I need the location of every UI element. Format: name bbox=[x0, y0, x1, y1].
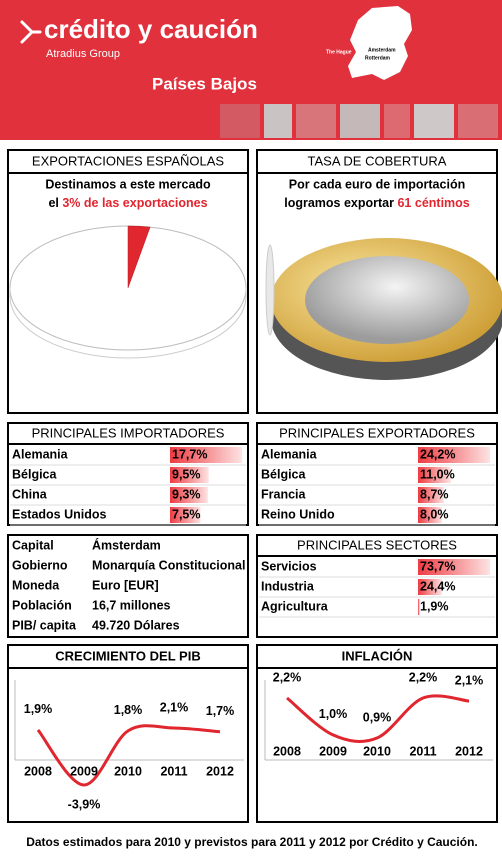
x-tick-label: 2008 bbox=[24, 764, 52, 778]
panel-title: TASA DE COBERTURA bbox=[308, 153, 447, 168]
bar bbox=[170, 487, 208, 503]
fact-label: Moneda bbox=[12, 578, 60, 592]
fact-label: Población bbox=[12, 598, 72, 612]
row-value: 17,7% bbox=[172, 447, 207, 461]
panel-title: CRECIMIENTO DEL PIB bbox=[55, 648, 200, 663]
country: Países Bajos bbox=[152, 74, 257, 93]
fact-value: Euro [EUR] bbox=[92, 578, 159, 592]
row-value: 24,4% bbox=[420, 579, 455, 593]
bar bbox=[170, 467, 209, 483]
data-label: 1,9% bbox=[24, 702, 53, 716]
panel-title: PRINCIPALES EXPORTADORES bbox=[279, 425, 475, 440]
line bbox=[286, 694, 470, 743]
line bbox=[36, 724, 221, 787]
x-tick-label: 2011 bbox=[409, 744, 436, 758]
footer: Datos estimados para 2010 y previstos pa… bbox=[26, 835, 478, 849]
row-value: 73,7% bbox=[420, 559, 455, 573]
row-value: 8,0% bbox=[420, 507, 449, 521]
bar bbox=[418, 447, 490, 463]
row-value: 9,5% bbox=[172, 467, 201, 481]
panel-title: EXPORTACIONES ESPAÑOLAS bbox=[32, 153, 224, 168]
pie-slice bbox=[127, 225, 151, 289]
bar bbox=[418, 559, 490, 575]
row-name: Francia bbox=[261, 487, 307, 501]
data-label: 2,1% bbox=[160, 700, 189, 714]
panel-title: PRINCIPALES IMPORTADORES bbox=[32, 425, 225, 440]
row-name: Reino Unido bbox=[261, 507, 335, 521]
bar bbox=[418, 507, 442, 523]
data-label: 2,1% bbox=[455, 673, 484, 687]
x-tick-label: 2009 bbox=[70, 764, 98, 778]
text-line: Por cada euro de importación bbox=[289, 177, 465, 191]
fact-value: Ámsterdam bbox=[92, 537, 161, 552]
brand: crédito y caución bbox=[44, 14, 258, 44]
data-label: 2,2% bbox=[273, 670, 302, 684]
text: el bbox=[48, 196, 58, 210]
highlight: 61 céntimos bbox=[397, 196, 469, 210]
bar bbox=[418, 467, 451, 483]
bar bbox=[170, 507, 201, 523]
highlight: 3% de las exportaciones bbox=[62, 196, 207, 210]
map-label: The Hague bbox=[326, 49, 352, 55]
row-name: Bélgica bbox=[12, 467, 58, 481]
row-value: 24,2% bbox=[420, 447, 455, 461]
row-name: Alemania bbox=[12, 447, 69, 461]
bar bbox=[418, 599, 420, 615]
bar bbox=[170, 447, 242, 463]
x-tick-label: 2012 bbox=[206, 764, 234, 778]
text-line: Destinamos a este mercado bbox=[45, 177, 211, 191]
coin bbox=[265, 238, 502, 380]
data-label: 1,8% bbox=[114, 703, 143, 717]
fact-value: Monarquía Constitucional bbox=[92, 558, 245, 572]
fact-value: 49.720 Dólares bbox=[92, 618, 180, 632]
x-tick-label: 2008 bbox=[273, 744, 301, 758]
bar bbox=[418, 487, 444, 503]
text-line: el 3% de las exportaciones bbox=[48, 196, 207, 210]
map bbox=[348, 6, 412, 80]
panel-title: INFLACIÓN bbox=[342, 648, 413, 663]
fact-label: PIB/ capita bbox=[12, 618, 77, 632]
x-tick-label: 2012 bbox=[455, 744, 483, 758]
data-label: 2,2% bbox=[409, 670, 438, 684]
x-tick-label: 2010 bbox=[114, 764, 142, 778]
pie-edge bbox=[9, 288, 247, 359]
row-name: Alemania bbox=[261, 447, 318, 461]
data-label: 1,7% bbox=[206, 704, 235, 718]
data-label: 1,0% bbox=[319, 707, 348, 721]
fact-label: Gobierno bbox=[12, 558, 68, 572]
row-name: Agricultura bbox=[261, 599, 329, 613]
text-line: logramos exportar 61 céntimos bbox=[284, 196, 470, 210]
map-label: Amsterdam bbox=[368, 47, 396, 53]
logo-mark bbox=[20, 20, 42, 44]
row-name: Bélgica bbox=[261, 467, 307, 481]
x-tick-label: 2009 bbox=[319, 744, 347, 758]
row-name: Servicios bbox=[261, 559, 317, 573]
map-label: Rotterdam bbox=[365, 55, 391, 61]
text: logramos exportar bbox=[284, 196, 394, 210]
panel-title: PRINCIPALES SECTORES bbox=[297, 537, 457, 552]
row-name: Estados Unidos bbox=[12, 507, 107, 521]
fact-label: Capital bbox=[12, 538, 54, 552]
brand-group: Atradius Group bbox=[46, 48, 120, 60]
row-value: 1,9% bbox=[420, 599, 449, 613]
bar bbox=[418, 579, 442, 595]
row-value: 9,3% bbox=[172, 487, 201, 501]
data-label: 0,9% bbox=[363, 710, 392, 724]
x-tick-label: 2010 bbox=[363, 744, 391, 758]
row-value: 11,0% bbox=[420, 467, 455, 481]
header-strip bbox=[220, 104, 498, 138]
row-name: China bbox=[12, 487, 48, 501]
x-tick-label: 2011 bbox=[160, 764, 187, 778]
data-label: -3,9% bbox=[68, 797, 101, 811]
fact-value: 16,7 millones bbox=[92, 598, 171, 612]
row-name: Industria bbox=[261, 579, 315, 593]
row-value: 8,7% bbox=[420, 487, 449, 501]
row-value: 7,5% bbox=[172, 507, 201, 521]
